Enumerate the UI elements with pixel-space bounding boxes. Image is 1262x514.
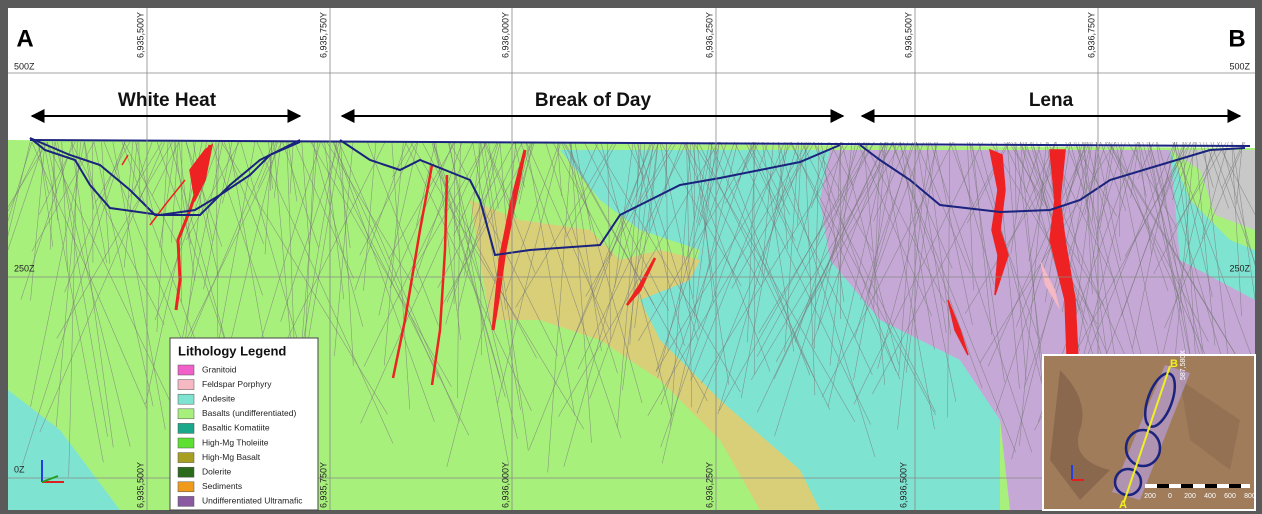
inset-end: B bbox=[1170, 358, 1178, 370]
legend-label: Granitoid bbox=[202, 364, 237, 374]
legend-swatch bbox=[178, 365, 194, 375]
legend-label: Basaltic Komatiite bbox=[202, 423, 270, 433]
elevation-label: 500Z bbox=[1229, 61, 1250, 71]
section-start: A bbox=[16, 25, 33, 52]
legend-swatch bbox=[178, 496, 194, 506]
northing-label: 6,936,500Y bbox=[898, 462, 908, 508]
deposit-name: Lena bbox=[1029, 90, 1074, 111]
inset-end: A bbox=[1119, 499, 1127, 511]
legend-swatch bbox=[178, 438, 194, 448]
northing-label: 6,935,750Y bbox=[318, 12, 328, 58]
northing-label: 6,936,000Y bbox=[500, 462, 510, 508]
northing-label: 6,935,500Y bbox=[135, 12, 145, 58]
northing-label: 6,935,750Y bbox=[318, 462, 328, 508]
elevation-label: 0Z bbox=[14, 464, 25, 474]
section-end: B bbox=[1228, 25, 1245, 52]
northing-label: 6,936,250Y bbox=[704, 462, 714, 508]
scale-label: 800 bbox=[1244, 493, 1256, 500]
legend-label: High-Mg Basalt bbox=[202, 452, 261, 462]
legend-swatch bbox=[178, 423, 194, 433]
elevation-label: 250Z bbox=[1229, 263, 1250, 273]
elevation-label: 250Z bbox=[14, 263, 35, 273]
scale-label: 400 bbox=[1204, 493, 1216, 500]
legend-swatch bbox=[178, 380, 194, 390]
legend-label: Dolerite bbox=[202, 466, 232, 476]
legend-title: Lithology Legend bbox=[178, 343, 286, 358]
legend-swatch bbox=[178, 453, 194, 463]
legend-label: Sediments bbox=[202, 481, 242, 491]
legend-swatch bbox=[178, 482, 194, 492]
northing-label: 6,936,750Y bbox=[1086, 12, 1096, 58]
inset-map: B A 587,580X 200 0 200 400 600 800 bbox=[1043, 350, 1256, 511]
scale-label: 200 bbox=[1144, 493, 1156, 500]
legend-label: Undifferentiated Ultramafic bbox=[202, 496, 303, 506]
northing-label: 6,936,000Y bbox=[500, 12, 510, 58]
legend-label: Basalts (undifferentiated) bbox=[202, 408, 297, 418]
cross-section: A B 500Z 500Z 250Z 250Z 0Z White Heat Br… bbox=[0, 0, 1262, 514]
legend-label: High-Mg Tholeiite bbox=[202, 437, 269, 447]
legend-swatch bbox=[178, 409, 194, 419]
scale-label: 200 bbox=[1184, 493, 1196, 500]
legend: Lithology Legend Granitoid Feldspar Porph… bbox=[170, 338, 318, 510]
northing-label: 6,936,500Y bbox=[903, 12, 913, 58]
elevation-label: 500Z bbox=[14, 61, 35, 71]
inset-easting: 587,580X bbox=[1180, 350, 1187, 380]
scale-label: 0 bbox=[1168, 493, 1172, 500]
deposit-name: Break of Day bbox=[535, 90, 652, 111]
scale-bar bbox=[1145, 484, 1250, 488]
northing-label: 6,935,500Y bbox=[135, 462, 145, 508]
northing-label: 6,936,250Y bbox=[704, 12, 714, 58]
scale-label: 600 bbox=[1224, 493, 1236, 500]
legend-label: Feldspar Porphyry bbox=[202, 379, 272, 389]
legend-label: Andesite bbox=[202, 393, 235, 403]
legend-swatch bbox=[178, 394, 194, 404]
deposit-name: White Heat bbox=[118, 90, 217, 111]
legend-swatch bbox=[178, 467, 194, 477]
